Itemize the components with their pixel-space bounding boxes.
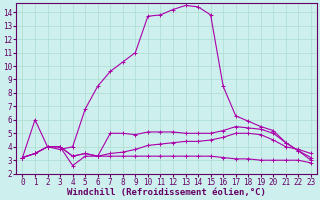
X-axis label: Windchill (Refroidissement éolien,°C): Windchill (Refroidissement éolien,°C) [67, 188, 266, 197]
